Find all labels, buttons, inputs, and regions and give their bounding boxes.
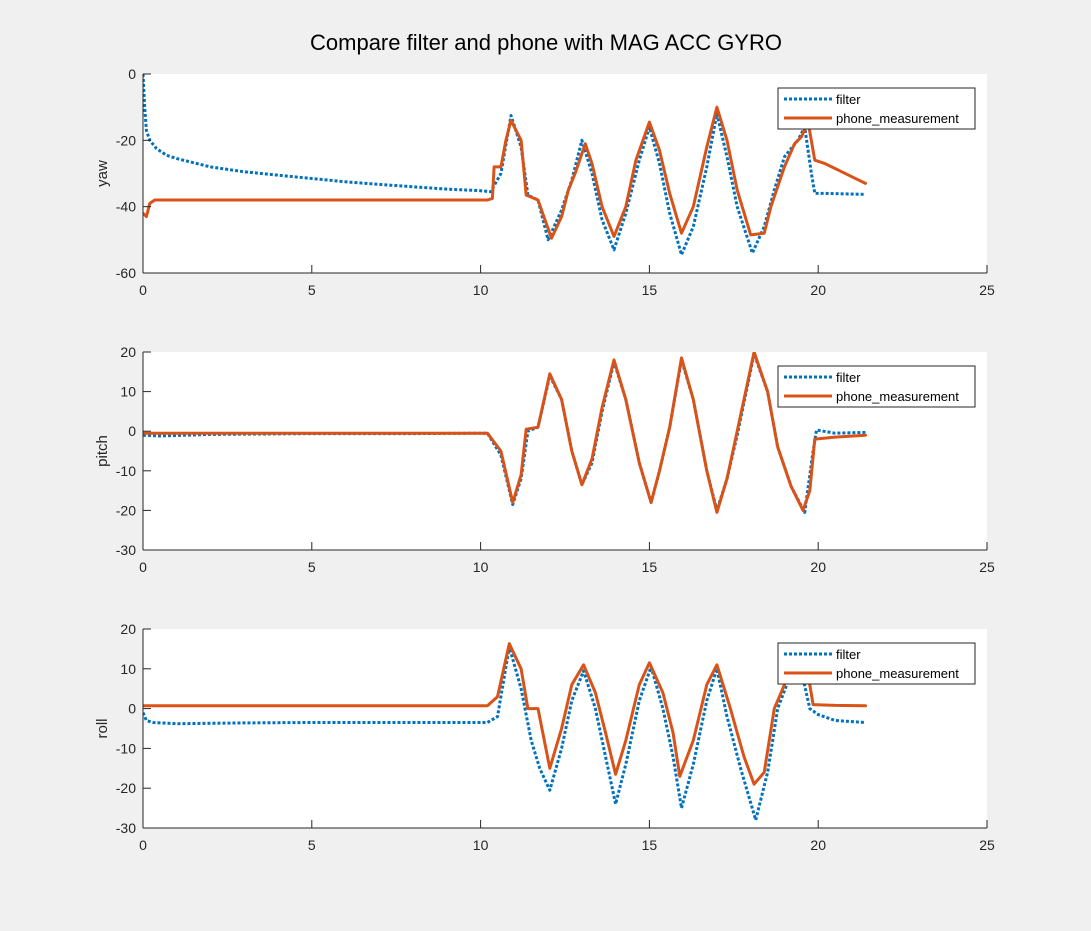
roll-x-tick-label: 10 bbox=[473, 837, 489, 853]
roll-y-axis-label: roll bbox=[94, 718, 111, 738]
pitch-axes: 0 5 10 15 20 25 -30 -20 -10 0 10 20 pitch filter phone… bbox=[94, 344, 995, 575]
yaw-x-tick-label: 0 bbox=[139, 282, 147, 298]
pitch-legend-box bbox=[777, 365, 976, 408]
roll-y-tick-label: 20 bbox=[120, 621, 136, 637]
roll-x-tick-label: 0 bbox=[139, 837, 147, 853]
yaw-y-axis-label: yaw bbox=[94, 160, 111, 187]
pitch-phone-measurement-line bbox=[143, 352, 867, 514]
pitch-x-tick-label: 0 bbox=[139, 559, 147, 575]
yaw-filter-line bbox=[143, 74, 866, 257]
yaw-y-tick-label: 0 bbox=[128, 66, 136, 82]
roll-legend-box bbox=[777, 642, 976, 685]
yaw-y-tick-label: -40 bbox=[116, 199, 136, 215]
yaw-x-tick-label: 15 bbox=[642, 282, 658, 298]
roll-x-tick-label: 15 bbox=[642, 837, 658, 853]
figure-title: Compare filter and phone with MAG ACC GY… bbox=[310, 30, 782, 55]
roll-y-tick-label: -30 bbox=[116, 820, 136, 836]
roll-x-tick-label: 25 bbox=[979, 837, 995, 853]
pitch-y-axis-label: pitch bbox=[94, 435, 111, 467]
pitch-legend-filter-label: filter bbox=[836, 370, 861, 385]
roll-y-tick-label: -20 bbox=[116, 780, 136, 796]
yaw-y-tick-label: -20 bbox=[116, 132, 136, 148]
pitch-y-tick-label: -30 bbox=[116, 542, 136, 558]
roll-x-tick-label: 20 bbox=[810, 837, 826, 853]
yaw-x-tick-label: 25 bbox=[979, 282, 995, 298]
pitch-y-tick-label: 0 bbox=[128, 423, 136, 439]
yaw-legend-box bbox=[777, 87, 976, 130]
pitch-legend-phone-measurement-label: phone_measurement bbox=[836, 389, 959, 404]
pitch-legend: filter phone_measurement bbox=[777, 365, 976, 408]
roll-legend: filter phone_measurement bbox=[777, 642, 976, 685]
yaw-phone-measurement-line bbox=[143, 105, 867, 240]
pitch-y-tick-label: 10 bbox=[120, 384, 136, 400]
roll-filter-line bbox=[143, 645, 866, 822]
roll-legend-phone-measurement-label: phone_measurement bbox=[836, 666, 959, 681]
pitch-y-tick-label: 20 bbox=[120, 344, 136, 360]
pitch-y-tick-label: -20 bbox=[116, 502, 136, 518]
roll-axes: 0 5 10 15 20 25 -30 -20 -10 0 10 20 roll filter phone_… bbox=[94, 621, 995, 853]
pitch-x-tick-label: 20 bbox=[810, 559, 826, 575]
pitch-x-tick-label: 5 bbox=[308, 559, 316, 575]
roll-y-tick-label: -10 bbox=[116, 740, 136, 756]
roll-legend-filter-label: filter bbox=[836, 647, 861, 662]
roll-y-tick-label: 10 bbox=[120, 661, 136, 677]
pitch-x-tick-label: 25 bbox=[979, 559, 995, 575]
roll-x-tick-label: 5 bbox=[308, 837, 316, 853]
pitch-x-tick-label: 15 bbox=[642, 559, 658, 575]
yaw-legend-phone-measurement-label: phone_measurement bbox=[836, 111, 959, 126]
yaw-legend: filter phone_measurement bbox=[777, 87, 976, 130]
yaw-y-tick-label: -60 bbox=[116, 265, 136, 281]
roll-phone-measurement-line bbox=[143, 642, 867, 786]
yaw-x-tick-label: 10 bbox=[473, 282, 489, 298]
yaw-x-tick-label: 20 bbox=[810, 282, 826, 298]
pitch-x-tick-label: 10 bbox=[473, 559, 489, 575]
roll-y-tick-label: 0 bbox=[128, 701, 136, 717]
yaw-x-tick-label: 5 bbox=[308, 282, 316, 298]
yaw-legend-filter-label: filter bbox=[836, 92, 861, 107]
pitch-y-tick-label: -10 bbox=[116, 463, 136, 479]
yaw-axes: 0 5 10 15 20 25 -60 -40 -20 0 yaw filter phone_measu… bbox=[94, 66, 995, 298]
